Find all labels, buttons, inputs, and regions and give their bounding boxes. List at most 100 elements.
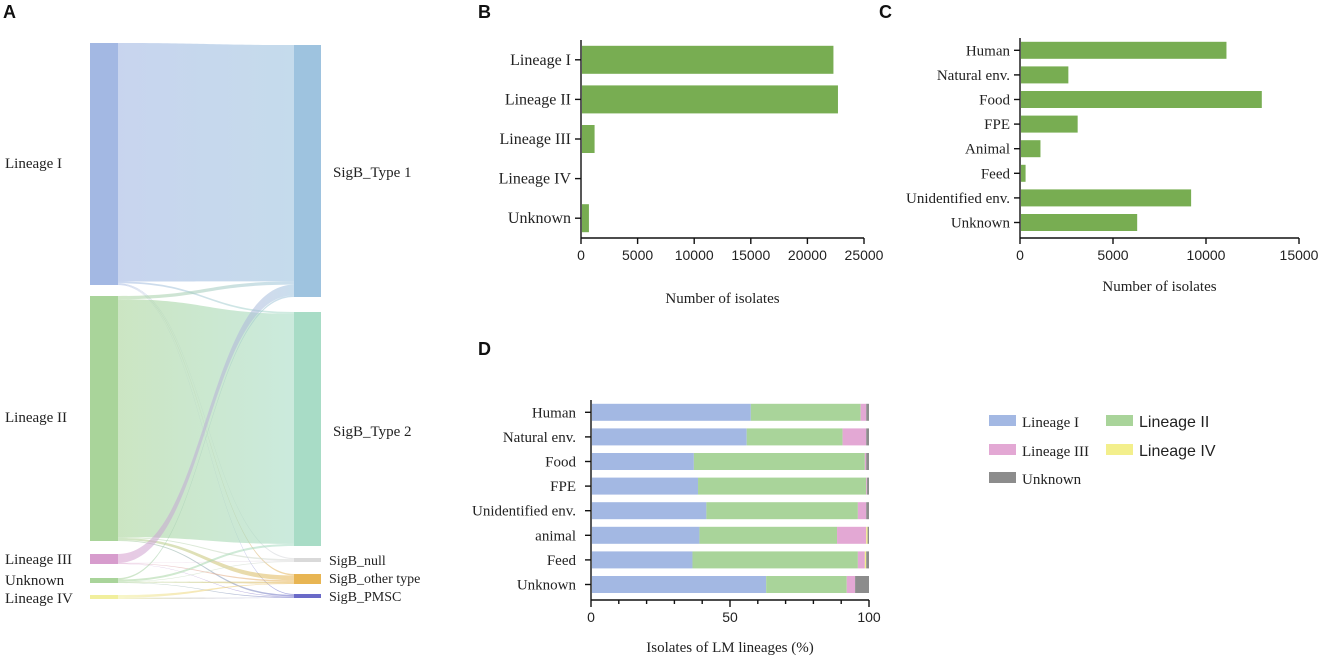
flow-link-unknown-to-sigb-other-type (118, 581, 294, 584)
segment-fpe-unknown (867, 477, 869, 495)
panel-label-a: A (3, 2, 16, 22)
segment-natural-env-lineage-i (592, 428, 747, 446)
category-label-unknown: Unknown (517, 578, 577, 594)
segment-human-lineage-i (592, 403, 751, 421)
x-tick-label: 25000 (845, 247, 884, 263)
category-label-animal: animal (535, 528, 576, 544)
flow-link-lineage-i-to-sigb-type-1 (118, 43, 294, 282)
x-tick-label: 50 (722, 609, 738, 625)
flow-link-lineage-iv-to-sigb-other-type (118, 583, 294, 598)
flow-link-lineage-ii-to-sigb-pmsc (118, 540, 294, 597)
target-node-sigb-type-2 (294, 312, 321, 546)
sankey-panel: Lineage I Lineage II Lineage III Unknown Lin… (5, 43, 420, 607)
x-tick-label: 100 (857, 609, 881, 625)
bar-animal (1021, 140, 1041, 158)
category-label-unidentified-env: Unidentified env. (906, 191, 1010, 207)
segment-natural-env-lineage-ii (746, 428, 843, 446)
target-label-sigb-pmsc: SigB_PMSC (329, 590, 401, 605)
category-label-human: Human (966, 43, 1011, 59)
source-label-lineage-ii: Lineage II (5, 410, 67, 426)
x-tick-label: 5000 (622, 247, 653, 263)
bar-lineage-ii (582, 85, 838, 114)
legend-swatch-lineage-iii (989, 444, 1016, 455)
segment-food-lineage-i (592, 453, 694, 470)
lineage-percent-stacked-chart: Human Natural env. Food FPE Unidentified env… (472, 400, 1216, 656)
category-label-fpe: FPE (550, 479, 576, 495)
segment-human-lineage-ii (750, 403, 861, 421)
segment-food-lineage-iii (864, 453, 867, 470)
segment-human-unknown (866, 403, 869, 421)
segment-fpe-lineage-ii (698, 477, 867, 495)
category-label-lineage-iv: Lineage IV (499, 171, 572, 188)
category-label-natural-env: Natural env. (503, 430, 576, 446)
bar-natural-env (1021, 66, 1069, 84)
segment-feed-lineage-ii (692, 551, 858, 569)
flow-link-lineage-iii-to-sigb-type-1 (118, 284, 294, 563)
lineage-count-bar-chart: Lineage I Lineage II Lineage III Lineage IV… (499, 40, 884, 307)
segment-fpe-lineage-i (592, 477, 699, 495)
segment-animal-lineage-ii (699, 526, 838, 544)
panel-label-c: C (879, 2, 892, 22)
x-tick-label: 20000 (788, 247, 827, 263)
category-label-food: Food (979, 93, 1010, 109)
flow-link-lineage-ii-to-sigb-null (118, 537, 294, 561)
segment-fpe-lineage-iii (866, 477, 868, 495)
segment-feed-lineage-iv (864, 551, 867, 569)
flow-link-lineage-iii-to-sigb-other-type (118, 563, 294, 582)
bar-feed (1021, 164, 1026, 182)
x-tick-label: 10000 (1187, 247, 1226, 263)
flow-link-lineage-ii-to-sigb-other-type (118, 537, 294, 581)
category-label-unknown: Unknown (951, 216, 1011, 232)
x-tick-label: 15000 (1280, 247, 1319, 263)
category-label-animal: Animal (965, 142, 1010, 158)
x-tick-label: 5000 (1097, 247, 1128, 263)
segment-feed-unknown (866, 551, 869, 569)
segment-unknown-lineage-iii (846, 576, 856, 593)
segment-animal-unknown (867, 526, 869, 544)
flow-link-lineage-iv-to-sigb-pmsc (118, 597, 294, 599)
source-label-lineage-iii: Lineage III (5, 552, 72, 568)
flow-link-lineage-ii-to-sigb-type-1 (118, 281, 294, 300)
legend-swatch-lineage-iv (1106, 444, 1133, 455)
segment-human-lineage-iii (860, 403, 867, 421)
segment-feed-lineage-iii (857, 551, 865, 569)
bar-fpe (1021, 115, 1078, 133)
target-label-sigb-type-2: SigB_Type 2 (333, 424, 412, 440)
x-axis-title: Number of isolates (1102, 279, 1216, 295)
flow-link-unknown-to-sigb-null (118, 561, 294, 582)
segment-animal-lineage-i (592, 526, 700, 544)
target-node-sigb-null (294, 558, 321, 562)
category-label-human: Human (532, 405, 577, 421)
flow-link-lineage-i-to-sigb-type-2 (118, 281, 294, 314)
source-node-lineage-iv (90, 595, 118, 599)
legend-swatch-lineage-ii (1106, 415, 1133, 426)
source-node-lineage-ii (90, 296, 118, 541)
source-count-bar-chart: Human Natural env. Food FPE Animal Feed Uniden… (906, 38, 1319, 295)
legend-label-lineage-i: Lineage I (1022, 415, 1079, 431)
segment-natural-env-lineage-iii (842, 428, 867, 446)
segment-food-unknown (866, 453, 869, 470)
source-label-lineage-iv: Lineage IV (5, 591, 73, 607)
legend-label-lineage-ii: Lineage II (1139, 414, 1209, 431)
category-label-feed: Feed (547, 553, 577, 569)
legend-label-lineage-iii: Lineage III (1022, 444, 1089, 460)
category-label-unknown: Unknown (508, 210, 571, 227)
segment-natural-env-unknown (866, 428, 869, 446)
source-node-lineage-i (90, 43, 118, 285)
bar-food (1021, 91, 1262, 108)
bar-lineage-iii (582, 125, 595, 153)
category-label-lineage-i: Lineage I (510, 52, 571, 69)
segment-unidentified-env-lineage-iii (857, 502, 867, 520)
source-node-lineage-iii (90, 554, 118, 564)
source-label-unknown: Unknown (5, 573, 65, 589)
x-tick-label: 0 (587, 609, 595, 625)
segment-unknown-lineage-ii (766, 576, 847, 593)
segment-unknown-lineage-i (592, 576, 767, 593)
segment-feed-lineage-i (592, 551, 693, 569)
bar-unknown (582, 204, 589, 233)
flow-link-unknown-to-sigb-type-2 (118, 543, 294, 582)
segment-unidentified-env-lineage-i (592, 502, 707, 520)
target-node-sigb-other-type (294, 574, 321, 584)
category-label-food: Food (545, 455, 576, 471)
